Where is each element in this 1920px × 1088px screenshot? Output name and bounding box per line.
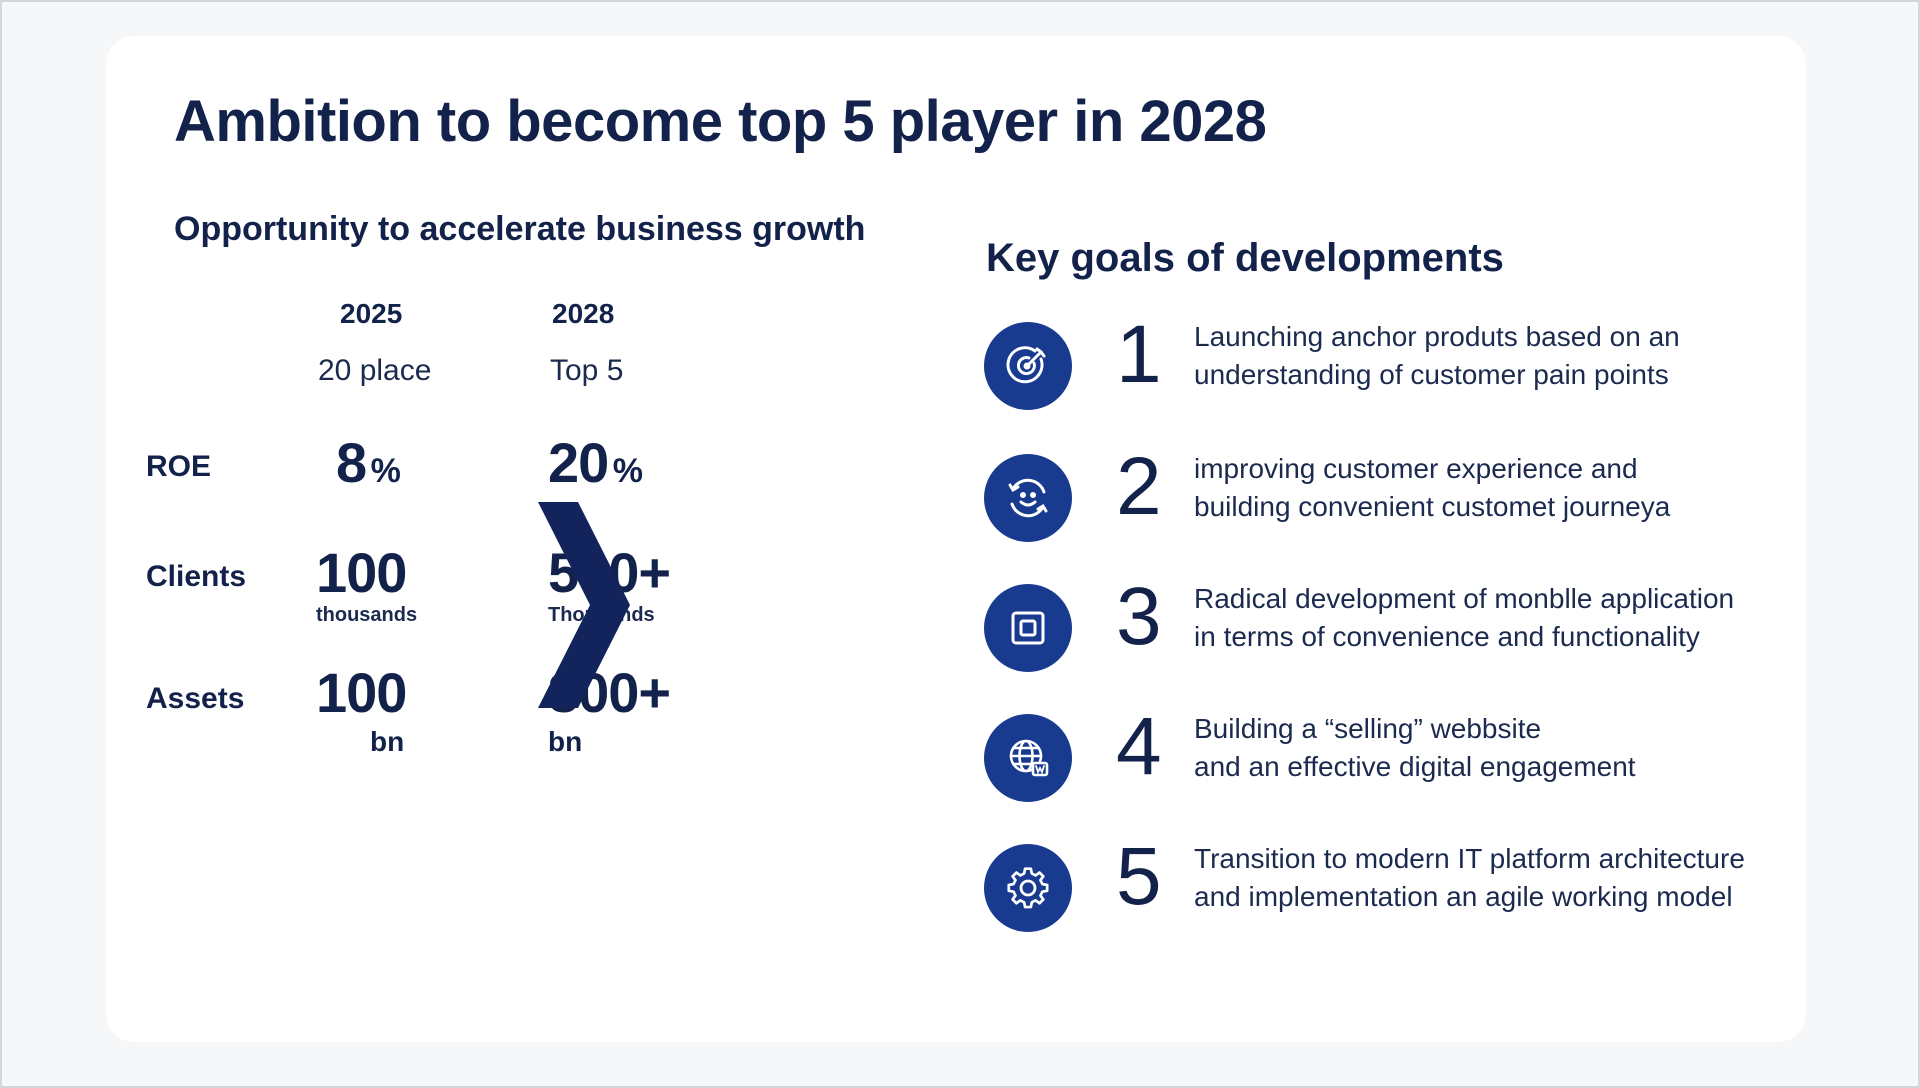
- goal-text-line: Launching anchor produts based on an: [1194, 321, 1680, 352]
- key-goals-title: Key goals of developments: [986, 236, 1504, 280]
- goal-text-line: understanding of customer pain points: [1194, 359, 1669, 390]
- gear-icon: [984, 844, 1072, 932]
- roe-from-unit: %: [370, 452, 401, 490]
- goal-text-line: and an effective digital engagement: [1194, 751, 1636, 782]
- roe-to-value: 20 %: [548, 430, 643, 495]
- goal-item-1: 1 Launching anchor produts based on an u…: [984, 314, 1804, 412]
- goal-text-line: Radical development of monblle applicati…: [1194, 583, 1735, 614]
- assets-to-unit: bn: [548, 726, 583, 757]
- assets-from-number: 100: [316, 661, 407, 724]
- goal-text-4: Building a “selling” webbsite and an eff…: [1194, 710, 1834, 786]
- year-from: 2025: [340, 298, 403, 329]
- goal-number-3: 3: [1116, 571, 1162, 662]
- goal-number-1: 1: [1116, 309, 1162, 400]
- goal-text-line: Transition to modern IT platform archite…: [1194, 843, 1745, 874]
- mobile-app-icon: [984, 584, 1072, 672]
- goal-text-5: Transition to modern IT platform archite…: [1194, 840, 1834, 916]
- goal-number-2: 2: [1116, 441, 1162, 532]
- goal-text-line: and implementation an agile working mode…: [1194, 881, 1733, 912]
- page-title: Ambition to become top 5 player in 2028: [174, 89, 1267, 154]
- goal-number-4: 4: [1116, 701, 1162, 792]
- goal-item-2: 2 improving customer experience and buil…: [984, 446, 1804, 544]
- year-to: 2028: [552, 298, 615, 329]
- clients-from-number: 100: [316, 541, 407, 604]
- smile-icon: [984, 454, 1072, 542]
- roe-to-unit: %: [612, 452, 643, 490]
- roe-from-number: 8: [336, 431, 367, 494]
- row-label-clients: Clients: [146, 560, 247, 593]
- rank-to: Top 5: [550, 354, 624, 387]
- goal-text-line: in terms of convenience and functionalit…: [1194, 621, 1700, 652]
- left-subtitle: Opportunity to accelerate business growt…: [174, 210, 866, 248]
- roe-from-value: 8 %: [336, 430, 401, 495]
- goal-item-5: 5 Transition to modern IT platform archi…: [984, 836, 1804, 934]
- goal-text-1: Launching anchor produts based on an und…: [1194, 318, 1834, 394]
- row-label-roe: ROE: [146, 450, 212, 483]
- row-label-assets: Assets: [146, 682, 245, 715]
- assets-from-unit: bn: [370, 726, 405, 757]
- chevron-right-icon: [538, 502, 630, 708]
- goal-text-line: building convenient customet journeya: [1194, 491, 1671, 522]
- target-icon: [984, 322, 1072, 410]
- globe-icon: [984, 714, 1072, 802]
- slide-card: Ambition to become top 5 player in 2028 …: [106, 36, 1806, 1042]
- goal-text-2: improving customer experience and buildi…: [1194, 450, 1834, 526]
- goal-text-line: Building a “selling” webbsite: [1194, 713, 1542, 744]
- roe-to-number: 20: [548, 431, 609, 494]
- rank-from: 20 place: [318, 354, 432, 387]
- goal-item-3: 3 Radical development of monblle applica…: [984, 576, 1804, 674]
- goal-number-5: 5: [1116, 831, 1162, 922]
- clients-from-unit: thousands: [316, 604, 418, 626]
- goal-text-3: Radical development of monblle applicati…: [1194, 580, 1834, 656]
- goal-text-line: improving customer experience and: [1194, 453, 1638, 484]
- goal-item-4: 4 Building a “selling” webbsite and an e…: [984, 706, 1804, 804]
